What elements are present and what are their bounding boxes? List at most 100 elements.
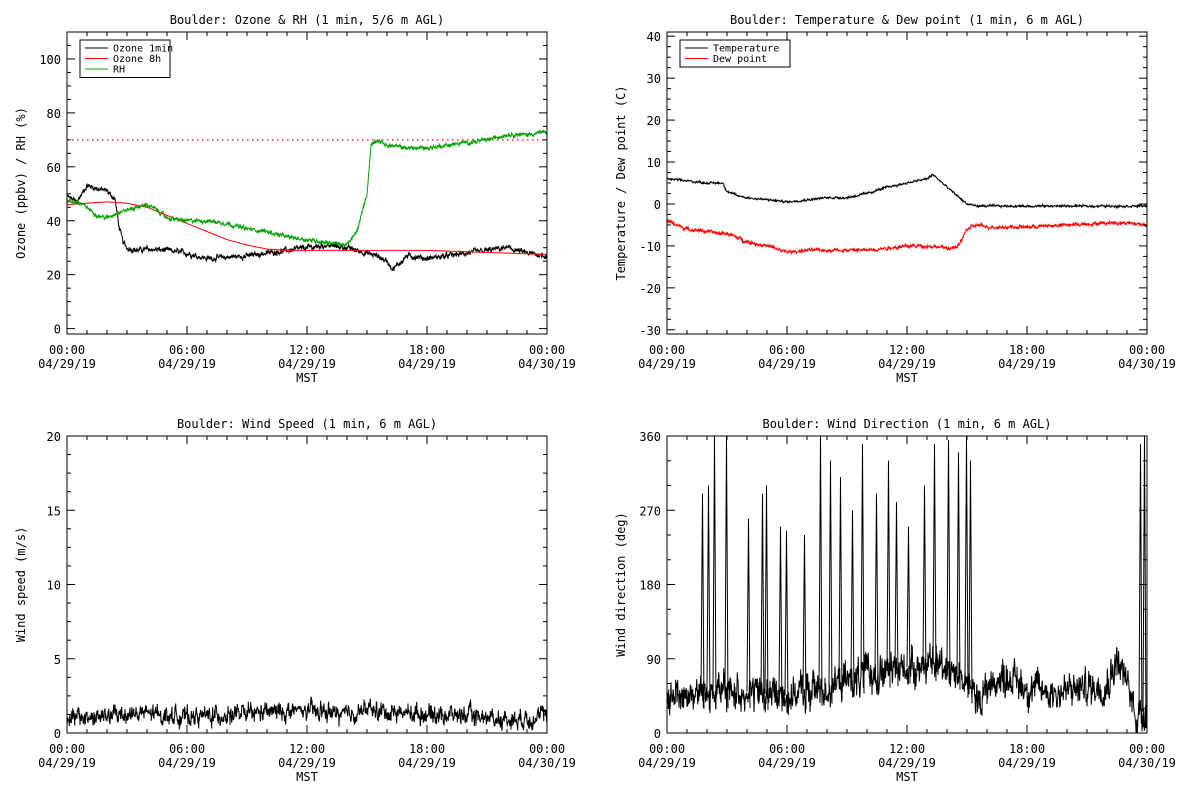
x-tick-date: 04/29/19: [38, 756, 96, 770]
x-tick-label: 00:00: [1129, 343, 1165, 357]
x-tick-date: 04/30/19: [1118, 756, 1176, 770]
x-tick-label: 12:00: [889, 742, 925, 756]
series-line-ozone-8h: [67, 201, 547, 255]
x-tick-label: 18:00: [1009, 343, 1045, 357]
x-tick-label: 06:00: [769, 742, 805, 756]
wind-direction-spike: [970, 460, 973, 704]
wind-direction-spike: [840, 477, 843, 701]
wind-direction-spike: [862, 444, 865, 694]
wind-direction-spike: [896, 501, 899, 686]
y-tick-label: 360: [639, 430, 661, 444]
y-tick-label: 100: [39, 53, 61, 67]
wind-direction-spike: [748, 518, 751, 709]
x-tick-date: 04/29/19: [878, 756, 936, 770]
x-tick-date: 04/29/19: [38, 357, 96, 371]
y-tick-label: 20: [47, 430, 61, 444]
plot-area: [67, 129, 547, 272]
x-tick-label: 18:00: [1009, 742, 1045, 756]
plot-area: [667, 436, 1147, 733]
wind-direction-spike: [804, 534, 807, 710]
y-tick-label: 20: [647, 114, 661, 128]
x-tick-label: 00:00: [529, 742, 565, 756]
x-tick-label: 06:00: [169, 343, 205, 357]
series-line-rh: [67, 129, 547, 247]
y-tick-label: 40: [47, 215, 61, 229]
x-tick-date: 04/29/19: [998, 756, 1056, 770]
chart-title: Boulder: Wind Direction (1 min, 6 m AGL): [763, 417, 1052, 431]
x-tick-label: 00:00: [529, 343, 565, 357]
wind-direction-spike: [762, 493, 765, 710]
wind-direction-spike: [1140, 444, 1143, 732]
panel-temperature: Boulder: Temperature & Dew point (1 min,…: [614, 13, 1176, 385]
series-line-windspeed: [67, 696, 547, 731]
wind-direction-spike: [1144, 436, 1147, 729]
x-tick-date: 04/29/19: [398, 756, 456, 770]
panel-windspeed: Boulder: Wind Speed (1 min, 6 m AGL) 0 5 10…: [14, 417, 576, 784]
wind-direction-spike: [780, 526, 783, 712]
x-tick-date: 04/29/19: [638, 756, 696, 770]
x-tick-label: 06:00: [169, 742, 205, 756]
x-tick-date: 04/29/19: [278, 357, 336, 371]
y-tick-label: 80: [47, 107, 61, 121]
wind-direction-spike: [830, 460, 833, 704]
legend-box: [79, 39, 171, 78]
y-axis-label: Temperature / Dew point (C): [614, 85, 628, 280]
x-tick-label: 12:00: [889, 343, 925, 357]
x-tick-label: 00:00: [49, 343, 85, 357]
y-tick-label: 30: [647, 72, 661, 86]
wind-direction-spike: [966, 436, 969, 698]
plot-frame: [66, 435, 548, 734]
legend-box: [679, 39, 791, 68]
x-tick-date: 04/29/19: [638, 357, 696, 371]
series-line-dew-point: [667, 218, 1147, 256]
legend-label: Temperature: [713, 44, 779, 55]
x-tick-label: 12:00: [289, 343, 325, 357]
panel-winddir: Boulder: Wind Direction (1 min, 6 m AGL)…: [614, 417, 1176, 784]
wind-direction-spike: [714, 436, 717, 709]
wind-direction-spike: [876, 493, 879, 691]
legend-label: RH: [113, 65, 125, 76]
plot-area: [67, 696, 547, 731]
chart-title: Boulder: Temperature & Dew point (1 min,…: [730, 13, 1084, 27]
x-tick-date: 04/29/19: [278, 756, 336, 770]
legend-label: Dew point: [713, 54, 767, 65]
x-tick-label: 18:00: [409, 343, 445, 357]
y-tick-label: -20: [639, 282, 661, 296]
series-line-temperature: [667, 173, 1147, 210]
panel-ozone: Boulder: Ozone & RH (1 min, 5/6 m AGL) 0 2…: [14, 13, 576, 385]
x-tick-date: 04/29/19: [878, 357, 936, 371]
y-tick-label: 270: [639, 504, 661, 518]
y-tick-label: -10: [639, 240, 661, 254]
x-tick-date: 04/29/19: [398, 357, 456, 371]
chart-title: Boulder: Ozone & RH (1 min, 5/6 m AGL): [170, 13, 445, 27]
y-tick-label: 0: [54, 727, 61, 741]
wind-direction-spike: [934, 444, 937, 681]
plot-area: [667, 173, 1147, 256]
y-axis-label: Ozone (ppbv) / RH (%): [14, 107, 28, 259]
y-tick-label: -30: [639, 324, 661, 338]
wind-direction-spike: [726, 436, 729, 709]
x-tick-label: 00:00: [649, 742, 685, 756]
x-tick-label: 06:00: [769, 343, 805, 357]
x-axis-label: MST: [896, 770, 918, 784]
y-tick-label: 40: [647, 30, 661, 44]
y-tick-label: 180: [639, 579, 661, 593]
wind-direction-spike: [766, 485, 769, 711]
y-tick-label: 0: [654, 198, 661, 212]
wind-direction-spike: [708, 485, 711, 709]
wind-direction-spike: [908, 526, 911, 684]
wind-direction-spike: [924, 485, 927, 682]
x-tick-date: 04/30/19: [518, 756, 576, 770]
x-tick-label: 00:00: [1129, 742, 1165, 756]
y-tick-label: 5: [54, 653, 61, 667]
y-tick-label: 90: [647, 653, 661, 667]
x-tick-label: 18:00: [409, 742, 445, 756]
wind-direction-spike: [852, 510, 855, 697]
x-tick-label: 12:00: [289, 742, 325, 756]
wind-direction-spike: [820, 436, 823, 706]
x-tick-label: 00:00: [649, 343, 685, 357]
x-tick-date: 04/29/19: [998, 357, 1056, 371]
x-tick-date: 04/29/19: [758, 756, 816, 770]
wind-direction-spike: [702, 493, 705, 709]
